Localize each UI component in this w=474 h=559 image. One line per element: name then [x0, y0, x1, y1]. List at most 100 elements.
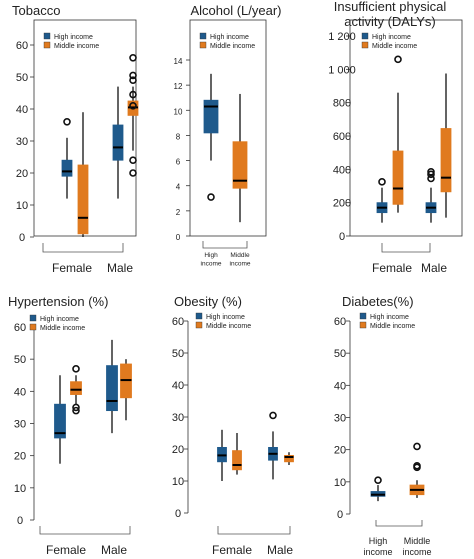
chart-panel: Tobacco 0 10 20 30 40 50 60 High income Middle in… — [12, 3, 139, 275]
outlier-point — [129, 71, 137, 80]
legend-label: Middle income — [40, 325, 85, 332]
x-tick-label: Middle — [404, 536, 431, 546]
chart-title: Alcohol (L/year) — [190, 3, 281, 18]
outlier-point — [374, 476, 382, 485]
outlier-point — [129, 156, 137, 164]
group-bracket — [381, 243, 431, 253]
legend-swatch — [43, 41, 51, 49]
legend-label: High income — [206, 314, 245, 321]
legend-swatch — [199, 32, 207, 40]
y-tick-label: 60 — [14, 322, 26, 334]
outlier-point — [378, 178, 386, 186]
box — [284, 454, 294, 463]
x-tick-label: Male — [101, 543, 127, 557]
legend-swatch — [199, 41, 207, 49]
y-tick-label: 40 — [16, 104, 28, 116]
y-tick-label: 40 — [172, 380, 184, 392]
y-tick-label: 0 — [175, 508, 181, 520]
box — [61, 159, 73, 177]
outlier-point — [72, 365, 80, 373]
box — [112, 124, 124, 161]
y-tick-label: 400 — [333, 164, 351, 176]
legend-swatch — [359, 321, 367, 329]
x-tick-label: Middle — [230, 252, 250, 259]
y-tick-label: 50 — [334, 348, 346, 360]
y-tick-label: 10 — [172, 476, 184, 488]
y-tick-label: 30 — [14, 419, 26, 431]
x-tick-label: Female — [52, 261, 92, 275]
x-tick-label: income — [201, 261, 222, 268]
outlier-point — [129, 53, 137, 62]
y-tick-label: 6 — [176, 158, 181, 167]
y-tick-label: 20 — [16, 168, 28, 180]
x-tick-label: income — [230, 261, 251, 268]
y-tick-label: 50 — [14, 354, 26, 366]
box — [106, 365, 118, 412]
x-tick-label: Female — [372, 261, 412, 275]
y-tick-label: 60 — [16, 40, 28, 52]
x-tick-label: Male — [421, 261, 447, 275]
outlier-point — [394, 55, 402, 64]
y-tick-label: 20 — [172, 444, 184, 456]
y-tick-label: 1 000 — [328, 64, 356, 76]
group-bracket — [217, 526, 291, 535]
legend-swatch — [43, 32, 51, 40]
y-tick-label: 600 — [333, 131, 351, 143]
plot-frame — [189, 19, 267, 237]
legend-label: High income — [372, 34, 411, 41]
legend-label: Middle income — [206, 323, 251, 330]
y-tick-label: 0 — [337, 509, 343, 521]
outlier-point — [129, 102, 137, 110]
y-tick-label: 20 — [14, 451, 26, 463]
y-tick-label: 8 — [176, 132, 181, 141]
y-tick-label: 4 — [176, 183, 181, 192]
legend-swatch — [361, 32, 369, 40]
y-tick-label: 30 — [334, 413, 346, 425]
outlier-point — [413, 442, 421, 451]
outlier-point — [427, 168, 435, 176]
plot-frame — [33, 19, 137, 237]
outlier-point — [269, 411, 277, 420]
y-tick-label: 60 — [172, 316, 184, 328]
outlier-point — [207, 193, 215, 201]
box — [70, 381, 82, 395]
chart-title: Obesity (%) — [174, 294, 242, 309]
chart-panel: Obesity (%) 0 10 20 30 40 50 60 High income Middl… — [172, 294, 294, 557]
chart-panel: Hypertension (%) 0 10 20 30 40 50 60 High income… — [8, 294, 132, 557]
chart-title: Hypertension (%) — [8, 294, 108, 309]
outlier-point — [129, 90, 137, 99]
legend-swatch — [195, 321, 203, 329]
y-tick-label: 200 — [333, 198, 351, 210]
y-tick-label: 10 — [334, 477, 346, 489]
y-tick-label: 14 — [174, 57, 183, 66]
y-tick-label: 10 — [174, 107, 183, 116]
legend-swatch — [29, 323, 37, 331]
legend-swatch — [361, 41, 369, 49]
x-tick-label: High — [369, 536, 388, 546]
chart-title: Diabetes(%) — [342, 294, 414, 309]
y-tick-label: 0 — [17, 515, 23, 527]
y-tick-label: 10 — [14, 483, 26, 495]
chart-title: Tobacco — [12, 3, 60, 18]
outlier-point — [129, 169, 137, 177]
box — [203, 99, 219, 134]
outlier-point — [413, 461, 421, 470]
box — [54, 403, 66, 439]
group-bracket — [202, 241, 248, 249]
x-tick-label: Female — [212, 543, 252, 557]
y-tick-label: 50 — [172, 348, 184, 360]
group-bracket — [375, 520, 423, 527]
box — [232, 450, 242, 471]
y-tick-label: 50 — [16, 72, 28, 84]
x-tick-label: High — [204, 252, 218, 259]
outlier-point — [72, 406, 80, 415]
y-tick-label: 800 — [333, 98, 351, 110]
legend-label: Middle income — [372, 43, 417, 50]
legend-swatch — [359, 312, 367, 320]
y-tick-label: 30 — [172, 412, 184, 424]
legend-swatch — [29, 314, 37, 322]
group-bracket — [42, 243, 124, 253]
